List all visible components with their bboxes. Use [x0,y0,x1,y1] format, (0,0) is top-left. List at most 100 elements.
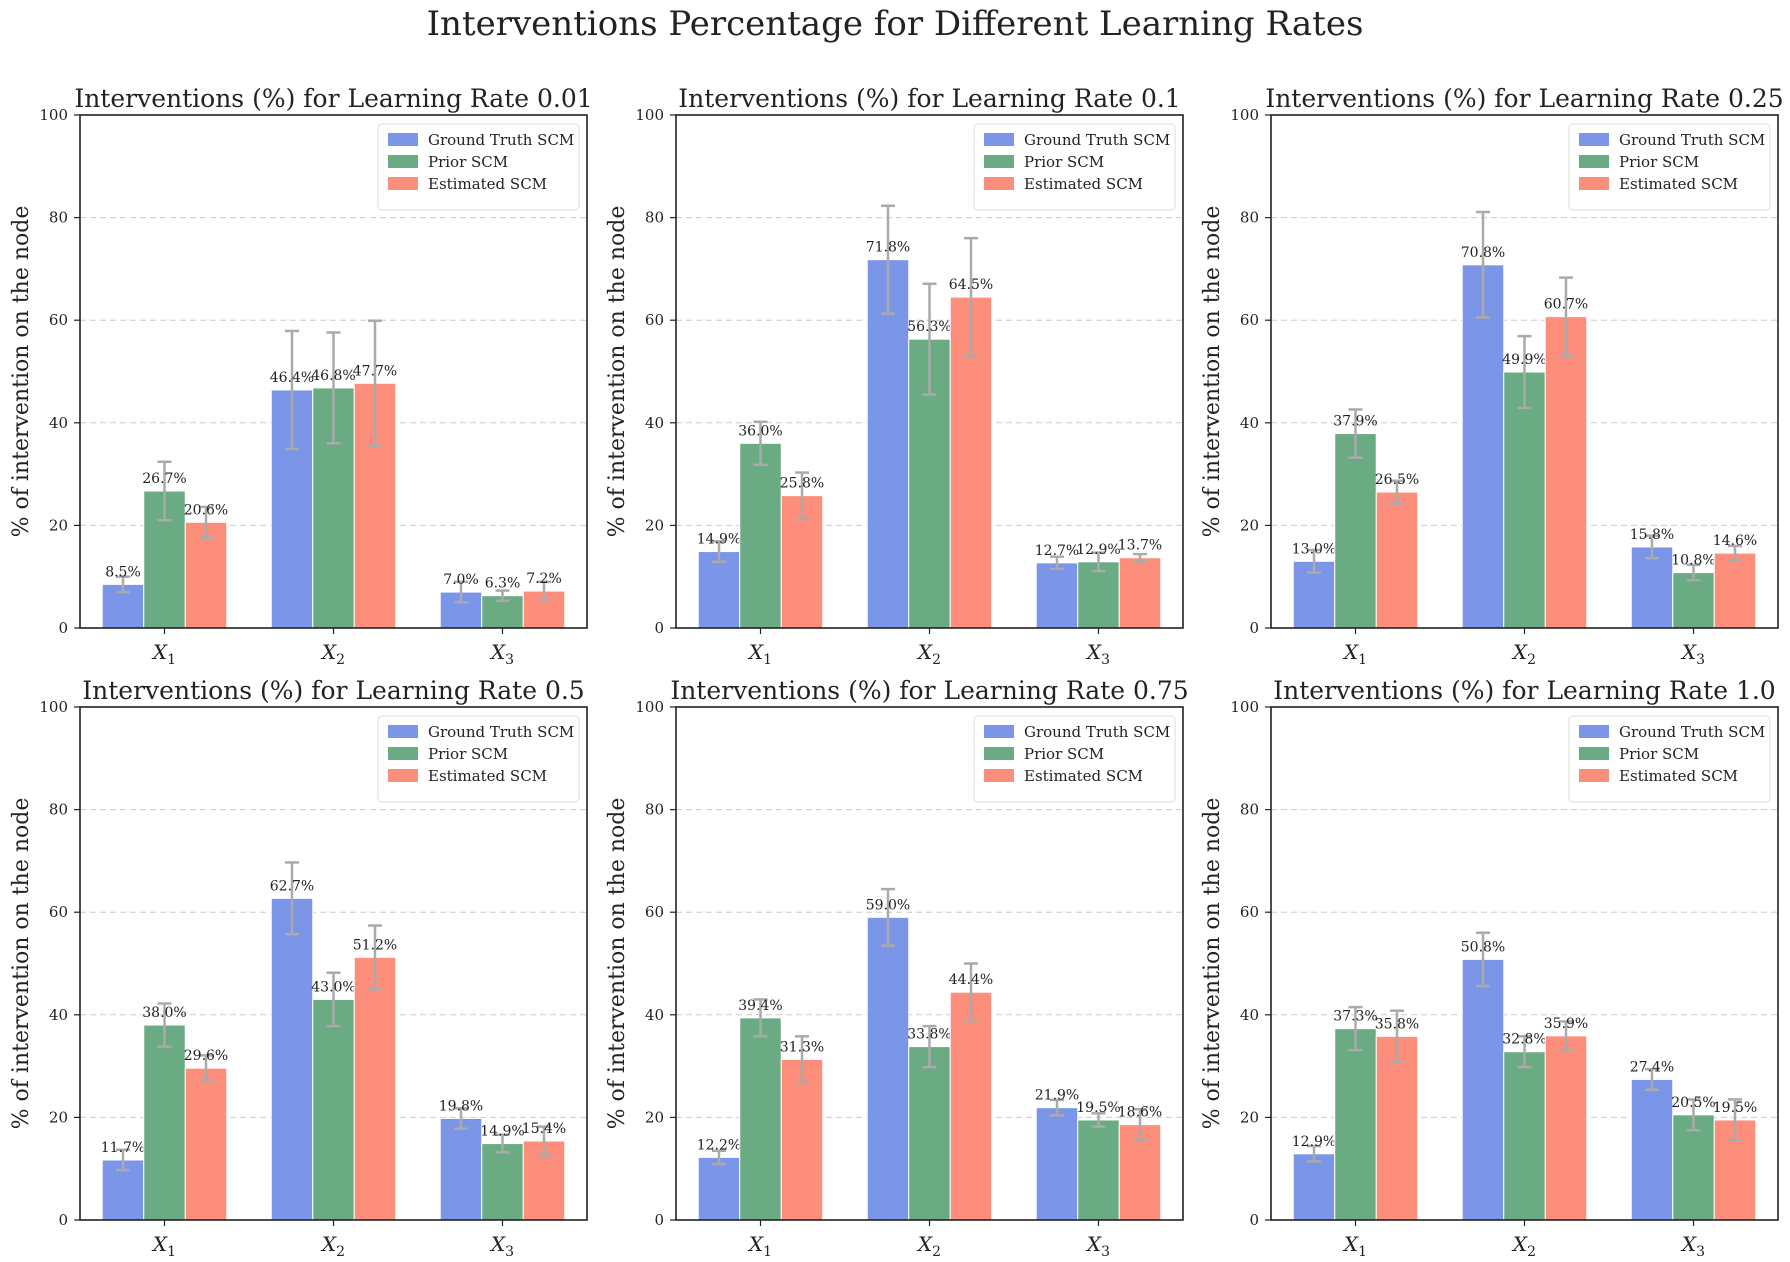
legend-box [973,715,1176,803]
legend: Ground Truth SCM Prior SCM Estimated SCM [1568,123,1771,211]
error-bar [368,924,382,991]
legend-swatch [388,133,418,146]
x-tick-label: X1 [747,640,772,668]
legend-swatch [1579,177,1609,190]
y-tick-label: 100 [39,106,68,124]
x-tick-label: X1 [151,1232,176,1260]
plot-frame [675,114,1184,629]
value-label: 43.0% [311,979,355,995]
bar-ground-truth-scm-x1 [697,551,741,629]
legend: Ground Truth SCM Prior SCM Estimated SCM [377,123,580,211]
value-label: 37.3% [1333,1009,1377,1025]
error-bar [922,282,937,396]
x-tick-label-subscript: 3 [505,652,514,668]
x-tick-label: X2 [1511,1232,1536,1260]
y-axis-label: % of intervention on the node [1200,798,1225,1130]
y-tick-label: 80 [645,801,664,819]
error-bar [157,1002,172,1048]
value-label: 26.5% [1375,472,1419,488]
chart-panel-1: 0204060801008.5%26.7%20.6%X146.4%46.8%47… [9,84,593,668]
y-tick-label: 40 [645,1006,664,1024]
bar-estimated-scm-x2 [1544,1035,1588,1221]
value-label: 56.3% [907,319,951,335]
y-axis-label: % of intervention on the node [1200,206,1225,538]
panel-title: Interventions (%) for Learning Rate 0.25 [1265,84,1783,113]
panel-title: Interventions (%) for Learning Rate 0.5 [82,676,584,705]
chart-panel-6: 02040608010012.9%37.3%35.8%X150.8%32.8%3… [1200,676,1779,1260]
bar-prior-scm-x1 [1334,433,1377,629]
x-tick-label-subscript: 1 [1358,1244,1367,1260]
value-label: 33.8% [907,1027,951,1043]
error-bar [1728,1098,1742,1142]
error-bar [1476,931,1490,988]
x-tick-label: X1 [747,1232,772,1260]
value-label: 38.0% [142,1005,186,1021]
y-tick-label: 80 [49,209,68,227]
bar-ground-truth-scm-x3 [439,1117,483,1221]
y-axis-label: % of intervention on the node [605,206,630,538]
bar-ground-truth-scm-x2 [1461,958,1505,1221]
bar-prior-scm-x2 [1503,371,1546,629]
legend-swatch [984,769,1014,782]
y-tick-label: 60 [645,311,664,329]
value-label: 13.7% [1118,538,1162,554]
value-label: 59.0% [866,897,910,913]
bar-estimated-scm-x2 [353,956,397,1221]
error-bar [537,1125,551,1157]
error-bar [964,962,978,1023]
legend-box [1568,715,1771,803]
error-bar [1517,334,1532,410]
value-label: 64.5% [949,277,993,293]
value-label: 19.5% [1076,1100,1120,1116]
value-label: 12.2% [697,1137,741,1153]
plot-frame [1270,114,1779,629]
legend-label: Estimated SCM [1619,175,1738,193]
x-tick-label-subscript: 1 [763,1244,772,1260]
x-tick-label-base: X [489,1232,506,1256]
value-label: 7.0% [443,572,479,588]
bar-prior-scm-x1 [1334,1028,1377,1221]
error-bar [1476,210,1490,319]
x-tick-label: X2 [916,1232,941,1260]
legend: Ground Truth SCM Prior SCM Estimated SCM [377,715,580,803]
legend-label: Prior SCM [1619,745,1699,763]
legend: Ground Truth SCM Prior SCM Estimated SCM [973,123,1176,211]
bar-ground-truth-scm-x3 [1630,1078,1674,1221]
legend-box [377,715,580,803]
y-tick-label: 40 [1240,414,1259,432]
bar-prior-scm-x2 [312,998,355,1221]
panel-title: Interventions (%) for Learning Rate 0.1 [678,84,1180,113]
x-tick-label-subscript: 2 [336,1244,345,1260]
value-label: 14.9% [480,1124,524,1140]
value-label: 19.5% [1713,1100,1757,1116]
error-bar [1050,555,1064,571]
error-bar [795,1035,809,1084]
error-bar [454,580,468,604]
value-label: 47.7% [353,363,397,379]
error-bar [1348,1005,1363,1052]
legend-label: Estimated SCM [428,767,547,785]
bar-estimated-scm-x3 [1713,552,1757,629]
bar-prior-scm-x1 [739,1017,782,1221]
y-tick-label: 60 [1240,903,1259,921]
bar-estimated-scm-x1 [1375,1035,1419,1221]
legend-label: Ground Truth SCM [1619,131,1765,149]
bar-ground-truth-scm-x3 [1035,562,1079,629]
value-label: 50.8% [1461,939,1505,955]
error-bar [712,1149,726,1166]
x-tick-label-base: X [1680,640,1697,664]
x-tick-label-subscript: 3 [1101,1244,1110,1260]
value-label: 15.8% [1630,527,1674,543]
error-bar [1390,479,1404,505]
chart-panel-4: 02040608010011.7%38.0%29.6%X162.7%43.0%5… [9,676,588,1260]
y-tick-label: 100 [1230,698,1259,716]
value-label: 6.3% [485,576,521,592]
x-tick-label-subscript: 1 [167,1244,176,1260]
bar-ground-truth-scm-x3 [1035,1107,1079,1221]
value-label: 21.9% [1035,1088,1079,1104]
bar-estimated-scm-x2 [1544,316,1588,629]
value-label: 8.5% [105,564,141,580]
legend-swatch [984,725,1014,738]
x-tick-label: X3 [489,640,514,668]
x-tick-label: X3 [1680,1232,1705,1260]
